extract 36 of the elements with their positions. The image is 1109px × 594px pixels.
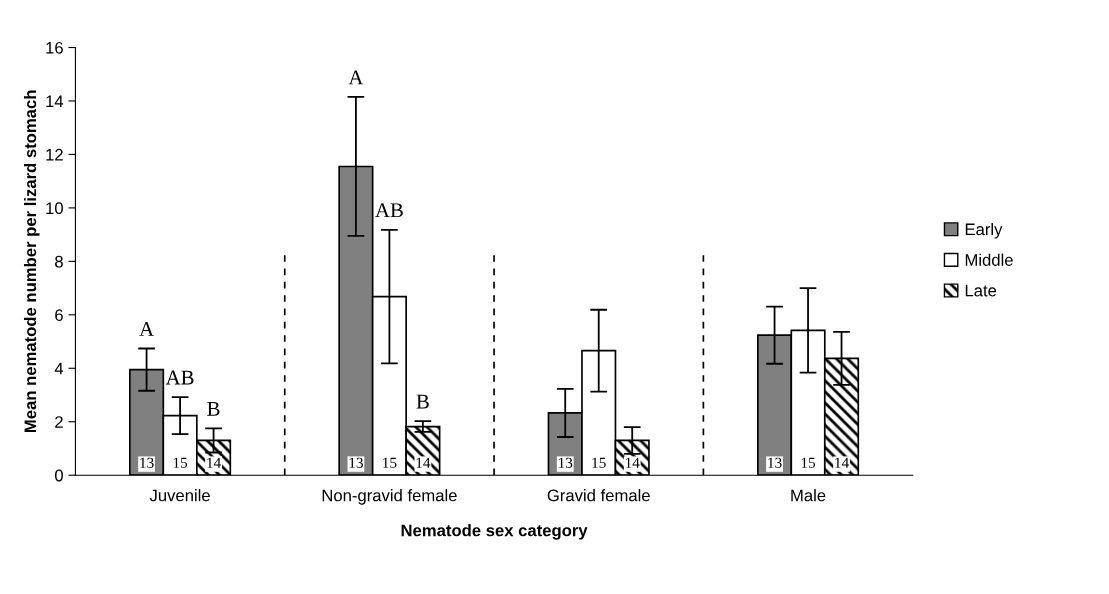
y-tick-label: 4 [54, 362, 64, 375]
annotation: 13 [768, 457, 782, 468]
annotation: 13 [558, 457, 573, 468]
annotation: 13 [140, 457, 154, 468]
x-tick-label: Juvenile [149, 489, 210, 502]
annotation: AB [165, 370, 194, 385]
annotation: 13 [349, 457, 363, 468]
legend-label: Middle [965, 253, 1013, 266]
annotation: A [348, 70, 364, 85]
y-tick-label: 6 [55, 309, 63, 322]
annotation: 15 [173, 457, 188, 468]
y-tick-label: 10 [46, 202, 63, 215]
y-tick-label: 16 [46, 41, 63, 54]
y-tick-label: 2 [55, 416, 63, 428]
x-tick-label: Non-gravid female [322, 489, 457, 505]
y-tick-label: 0 [54, 469, 63, 482]
annotation: 15 [383, 457, 397, 468]
y-tick-label: 14 [46, 95, 64, 108]
annotation: 14 [625, 457, 640, 468]
y-axis-title: Mean nematode number per lizard stomach [23, 90, 40, 433]
annotation: B [416, 394, 429, 409]
annotation: 14 [416, 457, 431, 468]
annotation: AB [375, 203, 403, 218]
annotation: B [207, 402, 220, 416]
y-tick-label: 8 [55, 255, 63, 268]
annotation: 14 [207, 457, 221, 468]
annotation: 15 [801, 457, 816, 468]
legend-label: Early [965, 223, 1003, 239]
x-axis-title: Nematode sex category [401, 524, 588, 540]
annotation: A [139, 321, 154, 336]
legend-label: Late [965, 284, 997, 297]
y-tick-label: 12 [46, 148, 63, 161]
x-tick-label: Gravid female [547, 489, 650, 502]
x-tick-label: Male [791, 489, 826, 502]
annotation: 14 [835, 457, 849, 468]
annotation: 15 [592, 457, 606, 468]
